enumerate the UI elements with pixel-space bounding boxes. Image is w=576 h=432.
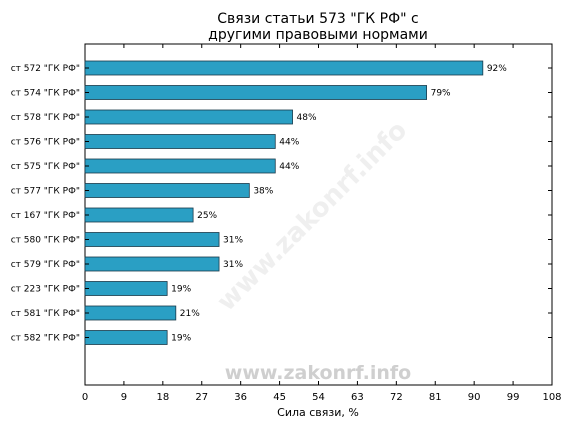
bar bbox=[84, 109, 293, 125]
category-label: ст 582 "ГК РФ" bbox=[11, 334, 80, 344]
bar bbox=[84, 60, 484, 76]
x-tick-label: 108 bbox=[542, 392, 561, 403]
x-tick-label: 81 bbox=[429, 392, 442, 403]
category-label: ст 572 "ГК РФ" bbox=[11, 64, 80, 74]
bar bbox=[84, 330, 168, 345]
chart-title-line-1: Связи статьи 573 "ГК РФ" с bbox=[217, 11, 418, 27]
bar bbox=[84, 207, 194, 223]
category-label: ст 575 "ГК РФ" bbox=[11, 162, 80, 172]
bar-value-label: 48% bbox=[297, 113, 317, 123]
watermark-bottom: www.zakonrf.info bbox=[225, 362, 411, 384]
bar-value-label: 25% bbox=[197, 211, 217, 221]
x-tick-label: 45 bbox=[273, 392, 286, 403]
x-tick-label: 63 bbox=[351, 392, 364, 403]
chart-title-line-2: другими правовыми нормами bbox=[208, 27, 428, 43]
bar bbox=[84, 183, 250, 198]
bar-value-label: 31% bbox=[223, 236, 243, 246]
x-tick-label: 9 bbox=[121, 392, 127, 403]
bar-value-label: 21% bbox=[180, 309, 200, 319]
x-tick-label: 90 bbox=[468, 392, 481, 403]
y-axis-categories: ст 572 "ГК РФ" ст 574 "ГК РФ" ст 578 "ГК Р… bbox=[11, 64, 80, 344]
category-label: ст 577 "ГК РФ" bbox=[11, 187, 80, 197]
bar-value-label: 19% bbox=[171, 285, 191, 295]
bar bbox=[84, 305, 177, 321]
category-label: ст 223 "ГК РФ" bbox=[11, 285, 80, 295]
x-tick-label: 54 bbox=[312, 392, 325, 403]
bar bbox=[84, 232, 220, 247]
bar bbox=[84, 281, 168, 296]
category-label: ст 574 "ГК РФ" bbox=[11, 89, 80, 99]
bar bbox=[84, 158, 276, 174]
bar bbox=[84, 134, 276, 149]
bar-value-label: 31% bbox=[223, 260, 243, 270]
x-tick-label: 72 bbox=[390, 392, 403, 403]
bars-group: 92% 79% 48% 44% 44% 38% 25% 31% 31% 19% 21% 19% bbox=[84, 60, 507, 345]
category-label: ст 167 "ГК РФ" bbox=[11, 211, 80, 221]
bar-value-label: 44% bbox=[279, 138, 299, 148]
bar bbox=[84, 256, 220, 272]
category-label: ст 578 "ГК РФ" bbox=[11, 113, 80, 123]
x-tick-label: 18 bbox=[156, 392, 169, 403]
category-label: ст 576 "ГК РФ" bbox=[11, 138, 80, 148]
x-tick-label: 36 bbox=[234, 392, 247, 403]
x-tick-label: 99 bbox=[507, 392, 520, 403]
bar-value-label: 44% bbox=[279, 162, 299, 172]
x-tick-label: 0 bbox=[82, 392, 88, 403]
category-label: ст 581 "ГК РФ" bbox=[11, 309, 80, 319]
bar-value-label: 19% bbox=[171, 334, 191, 344]
x-tick-label: 27 bbox=[195, 392, 208, 403]
bar bbox=[84, 85, 428, 100]
x-axis-ticks: 0 9 18 27 36 45 54 63 72 81 90 99 108 bbox=[82, 44, 562, 403]
bar-value-label: 92% bbox=[487, 64, 507, 74]
category-label: ст 580 "ГК РФ" bbox=[11, 236, 80, 246]
bar-value-label: 79% bbox=[431, 89, 451, 99]
x-axis-label: Сила связи, % bbox=[277, 406, 359, 419]
category-label: ст 579 "ГК РФ" bbox=[11, 260, 80, 270]
bar-value-label: 38% bbox=[253, 187, 273, 197]
